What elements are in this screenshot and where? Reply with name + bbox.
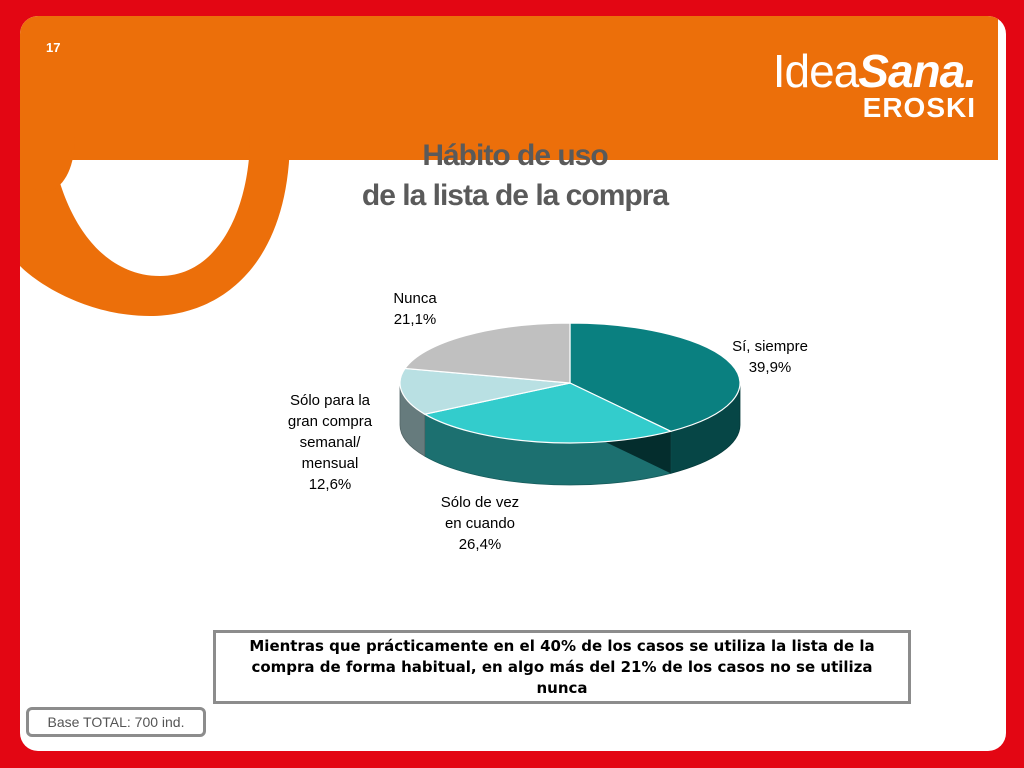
page-title: Hábito de uso de la lista de la compra (280, 136, 750, 216)
slice-name-label: Sólo para la (289, 392, 371, 409)
slice-name-label: mensual (301, 455, 359, 472)
slice-nunca (403, 322, 571, 384)
slice-value-label: 21,1% (393, 311, 437, 328)
slice-gran-compra-label: Sólo para la gran compra semanal/mensual 12… (270, 390, 390, 495)
slice-solo-de-vez-label: Sólo de vez en cuando 26,4% (420, 492, 540, 555)
header-band (20, 16, 998, 160)
page-number: 17 (46, 40, 61, 55)
slice-si-siempre (569, 322, 741, 432)
slice-name-label: en cuando (444, 515, 516, 532)
slice-name-label: Sólo de vez (440, 494, 520, 511)
slide: 17 IdeaSana. EROSKI Hábito de uso de la … (20, 16, 1006, 751)
slice-name-label: gran compra (287, 413, 373, 430)
conclusion-note: Mientras que prácticamente en el 40% de … (213, 630, 911, 704)
slice-value-label: 39,9% (748, 359, 792, 376)
slice-si-siempre-label: Sí, siempre 39,9% (700, 336, 840, 378)
slice-solo-de-vez (423, 382, 673, 444)
pie-side-walls (399, 382, 741, 486)
slice-name-label: semanal/ (299, 434, 361, 451)
slice-name-label: Nunca (393, 290, 437, 307)
slice-name-label: Sí, siempre (732, 338, 808, 355)
title-line-1: Hábito de uso (422, 139, 608, 172)
slice-nunca-label: Nunca 21,1% (365, 288, 465, 330)
pie-chart (399, 322, 741, 486)
slice-value-label: 26,4% (458, 536, 502, 553)
title-line-2: de la lista de la compra (361, 179, 669, 212)
logo-eroski: EROSKI (862, 92, 976, 123)
pie-top-faces (399, 322, 741, 444)
slice-value-label: 12,6% (308, 476, 352, 493)
decorative-ring (20, 136, 290, 316)
logo-sana: Sana. (858, 45, 977, 97)
logo-idea: Idea (772, 45, 860, 97)
ideasana-eroski-logo: IdeaSana. EROSKI (736, 45, 977, 123)
base-sample-label: Base TOTAL: 700 ind. (26, 707, 206, 737)
slice-gran-compra (399, 367, 571, 415)
